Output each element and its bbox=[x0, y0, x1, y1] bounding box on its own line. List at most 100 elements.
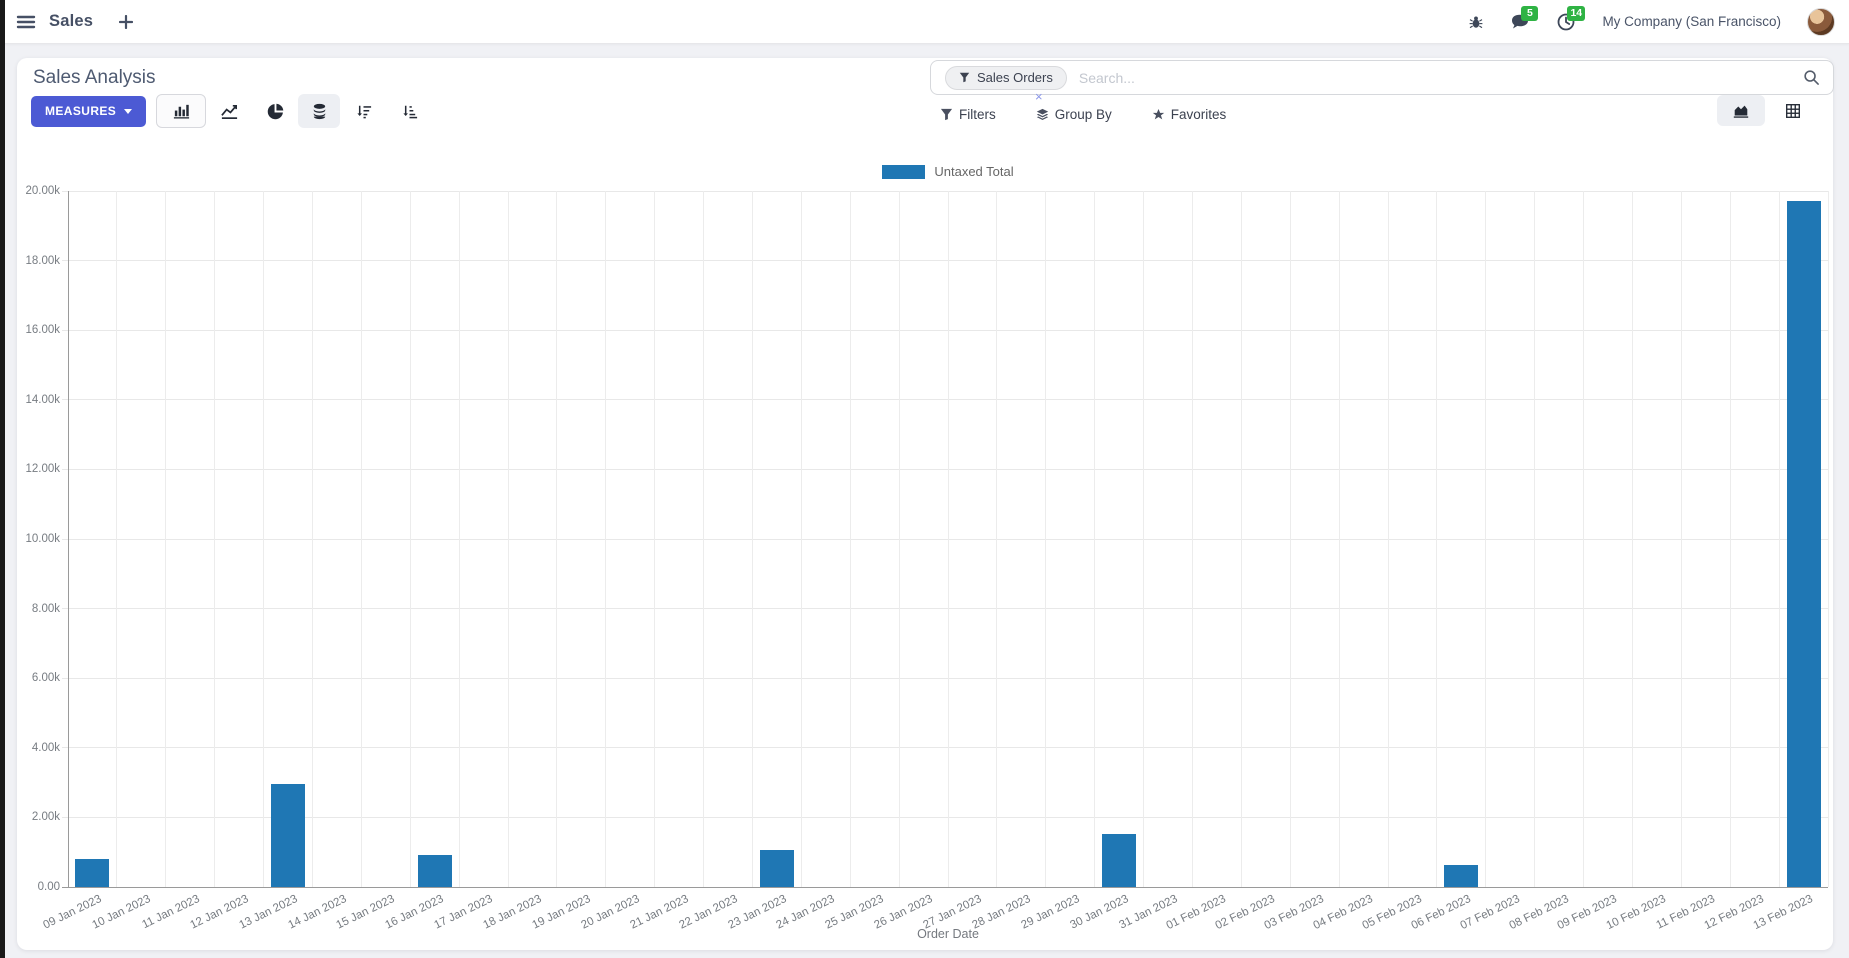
company-switcher[interactable]: My Company (San Francisco) bbox=[1602, 14, 1781, 29]
app-name-sales[interactable]: Sales bbox=[49, 12, 94, 30]
gridline-vertical bbox=[800, 191, 802, 887]
y-axis-tick-label: 12.00k bbox=[25, 463, 60, 476]
gridline-vertical bbox=[654, 191, 656, 887]
gridline-vertical bbox=[263, 191, 265, 887]
gridline-vertical bbox=[360, 191, 362, 887]
bar-09-jan-2023[interactable] bbox=[75, 858, 110, 887]
filters-menu-button[interactable]: Filters bbox=[940, 107, 996, 122]
filter-icon bbox=[940, 108, 953, 121]
line-chart-button[interactable] bbox=[206, 94, 252, 128]
gridline-horizontal bbox=[62, 399, 1828, 401]
screen-edge-strip bbox=[0, 0, 5, 958]
gridline-vertical bbox=[1583, 191, 1585, 887]
debug-icon[interactable] bbox=[1468, 14, 1484, 30]
gridline-horizontal bbox=[62, 190, 1828, 192]
gridline-vertical bbox=[947, 191, 949, 887]
navbar-right: 5 14 My Company (San Francisco) bbox=[1468, 5, 1849, 36]
y-axis-tick-label: 14.00k bbox=[25, 393, 60, 406]
chevron-down-icon bbox=[124, 108, 133, 114]
messages-icon[interactable]: 5 bbox=[1510, 5, 1539, 32]
favorites-icon bbox=[1152, 108, 1164, 120]
gridline-vertical bbox=[1143, 191, 1145, 887]
sort-desc-button[interactable] bbox=[340, 94, 386, 128]
gridline-horizontal bbox=[62, 538, 1828, 540]
gridline-vertical bbox=[165, 191, 167, 887]
gridline-vertical bbox=[507, 191, 509, 887]
graph-view-icon bbox=[1733, 105, 1749, 118]
chart-legend[interactable]: Untaxed Total bbox=[68, 164, 1828, 179]
gridline-vertical bbox=[1729, 191, 1731, 887]
top-navbar: Sales 5 14 My Company (San Francisco) bbox=[0, 0, 1849, 44]
gridline-vertical bbox=[605, 191, 607, 887]
group-by-menu-button[interactable]: Group By bbox=[1036, 107, 1112, 122]
gridline-vertical bbox=[1289, 191, 1291, 887]
gridline-vertical bbox=[1534, 191, 1536, 887]
gridline-vertical bbox=[898, 191, 900, 887]
gridline-horizontal bbox=[62, 329, 1828, 331]
gridline-vertical bbox=[1827, 191, 1829, 887]
gridline-vertical bbox=[751, 191, 753, 887]
new-tab-icon[interactable] bbox=[119, 14, 134, 29]
gridline-vertical bbox=[849, 191, 851, 887]
bar-23-jan-2023[interactable] bbox=[759, 850, 794, 887]
activities-count-badge[interactable]: 14 bbox=[1567, 5, 1586, 21]
gridline-vertical bbox=[1240, 191, 1242, 887]
x-axis-line bbox=[62, 886, 1828, 888]
gridline-vertical bbox=[1191, 191, 1193, 887]
navbar-left: Sales bbox=[0, 12, 134, 32]
y-axis-tick-label: 16.00k bbox=[25, 324, 60, 337]
y-axis-tick-label: 2.00k bbox=[31, 811, 60, 824]
gridline-vertical bbox=[116, 191, 118, 887]
filters-label: Filters bbox=[959, 107, 996, 122]
y-axis-tick-label: 8.00k bbox=[31, 602, 60, 615]
gridline-horizontal bbox=[62, 468, 1828, 470]
gridline-vertical bbox=[996, 191, 998, 887]
gridline-vertical bbox=[1778, 191, 1780, 887]
y-axis-tick-label: 10.00k bbox=[25, 533, 60, 545]
control-panel-buttons: MEASURES bbox=[31, 94, 432, 128]
search-icon[interactable] bbox=[1803, 69, 1820, 86]
graph-view-button[interactable] bbox=[1717, 95, 1765, 126]
bar-16-jan-2023[interactable] bbox=[417, 854, 452, 887]
measures-button[interactable]: MEASURES bbox=[31, 95, 147, 127]
search-input[interactable]: Search... bbox=[1078, 69, 1135, 86]
pie-chart-button[interactable] bbox=[252, 94, 298, 128]
gridline-horizontal bbox=[62, 747, 1828, 749]
group-by-icon bbox=[1036, 108, 1048, 121]
pivot-view-icon bbox=[1786, 103, 1800, 118]
gridline-vertical bbox=[1436, 191, 1438, 887]
gridline-vertical bbox=[703, 191, 705, 887]
favorites-label: Favorites bbox=[1170, 107, 1227, 122]
search-menus: Filters Group By Favorites bbox=[940, 107, 1226, 122]
facet-remove-icon[interactable]: × bbox=[1035, 89, 1043, 104]
search-facet-sales-orders[interactable]: Sales Orders bbox=[945, 65, 1067, 90]
y-axis-tick-label: 18.00k bbox=[25, 254, 60, 267]
page-title: Sales Analysis bbox=[33, 67, 156, 88]
y-axis-line bbox=[67, 191, 69, 887]
user-avatar[interactable] bbox=[1807, 7, 1835, 36]
pivot-view-button[interactable] bbox=[1773, 95, 1813, 126]
gridline-horizontal bbox=[62, 816, 1828, 818]
stacked-toggle-button[interactable] bbox=[298, 94, 341, 128]
content-card: Sales Analysis MEASURES Sales Orders bbox=[17, 58, 1834, 950]
search-bar[interactable]: Sales Orders Search... bbox=[930, 60, 1834, 95]
gridline-vertical bbox=[1631, 191, 1633, 887]
bar-chart-button[interactable] bbox=[156, 94, 207, 128]
bar-13-feb-2023[interactable] bbox=[1786, 201, 1821, 887]
bar-30-jan-2023[interactable] bbox=[1102, 834, 1137, 887]
apps-menu-icon[interactable] bbox=[16, 12, 36, 32]
sort-asc-button[interactable] bbox=[386, 94, 432, 128]
gridline-vertical bbox=[1094, 191, 1096, 887]
bar-06-feb-2023[interactable] bbox=[1444, 865, 1479, 887]
favorites-menu-button[interactable]: Favorites bbox=[1152, 107, 1227, 122]
gridline-vertical bbox=[1045, 191, 1047, 887]
messages-count-badge[interactable]: 5 bbox=[1521, 5, 1539, 21]
legend-swatch bbox=[882, 164, 926, 179]
measures-button-label: MEASURES bbox=[45, 104, 117, 118]
gridline-horizontal bbox=[62, 260, 1828, 262]
gridline-vertical bbox=[1387, 191, 1389, 887]
y-axis-tick-label: 6.00k bbox=[31, 672, 60, 685]
bar-13-jan-2023[interactable] bbox=[271, 784, 305, 887]
activities-icon[interactable]: 14 bbox=[1556, 5, 1586, 32]
gridline-vertical bbox=[458, 191, 460, 887]
